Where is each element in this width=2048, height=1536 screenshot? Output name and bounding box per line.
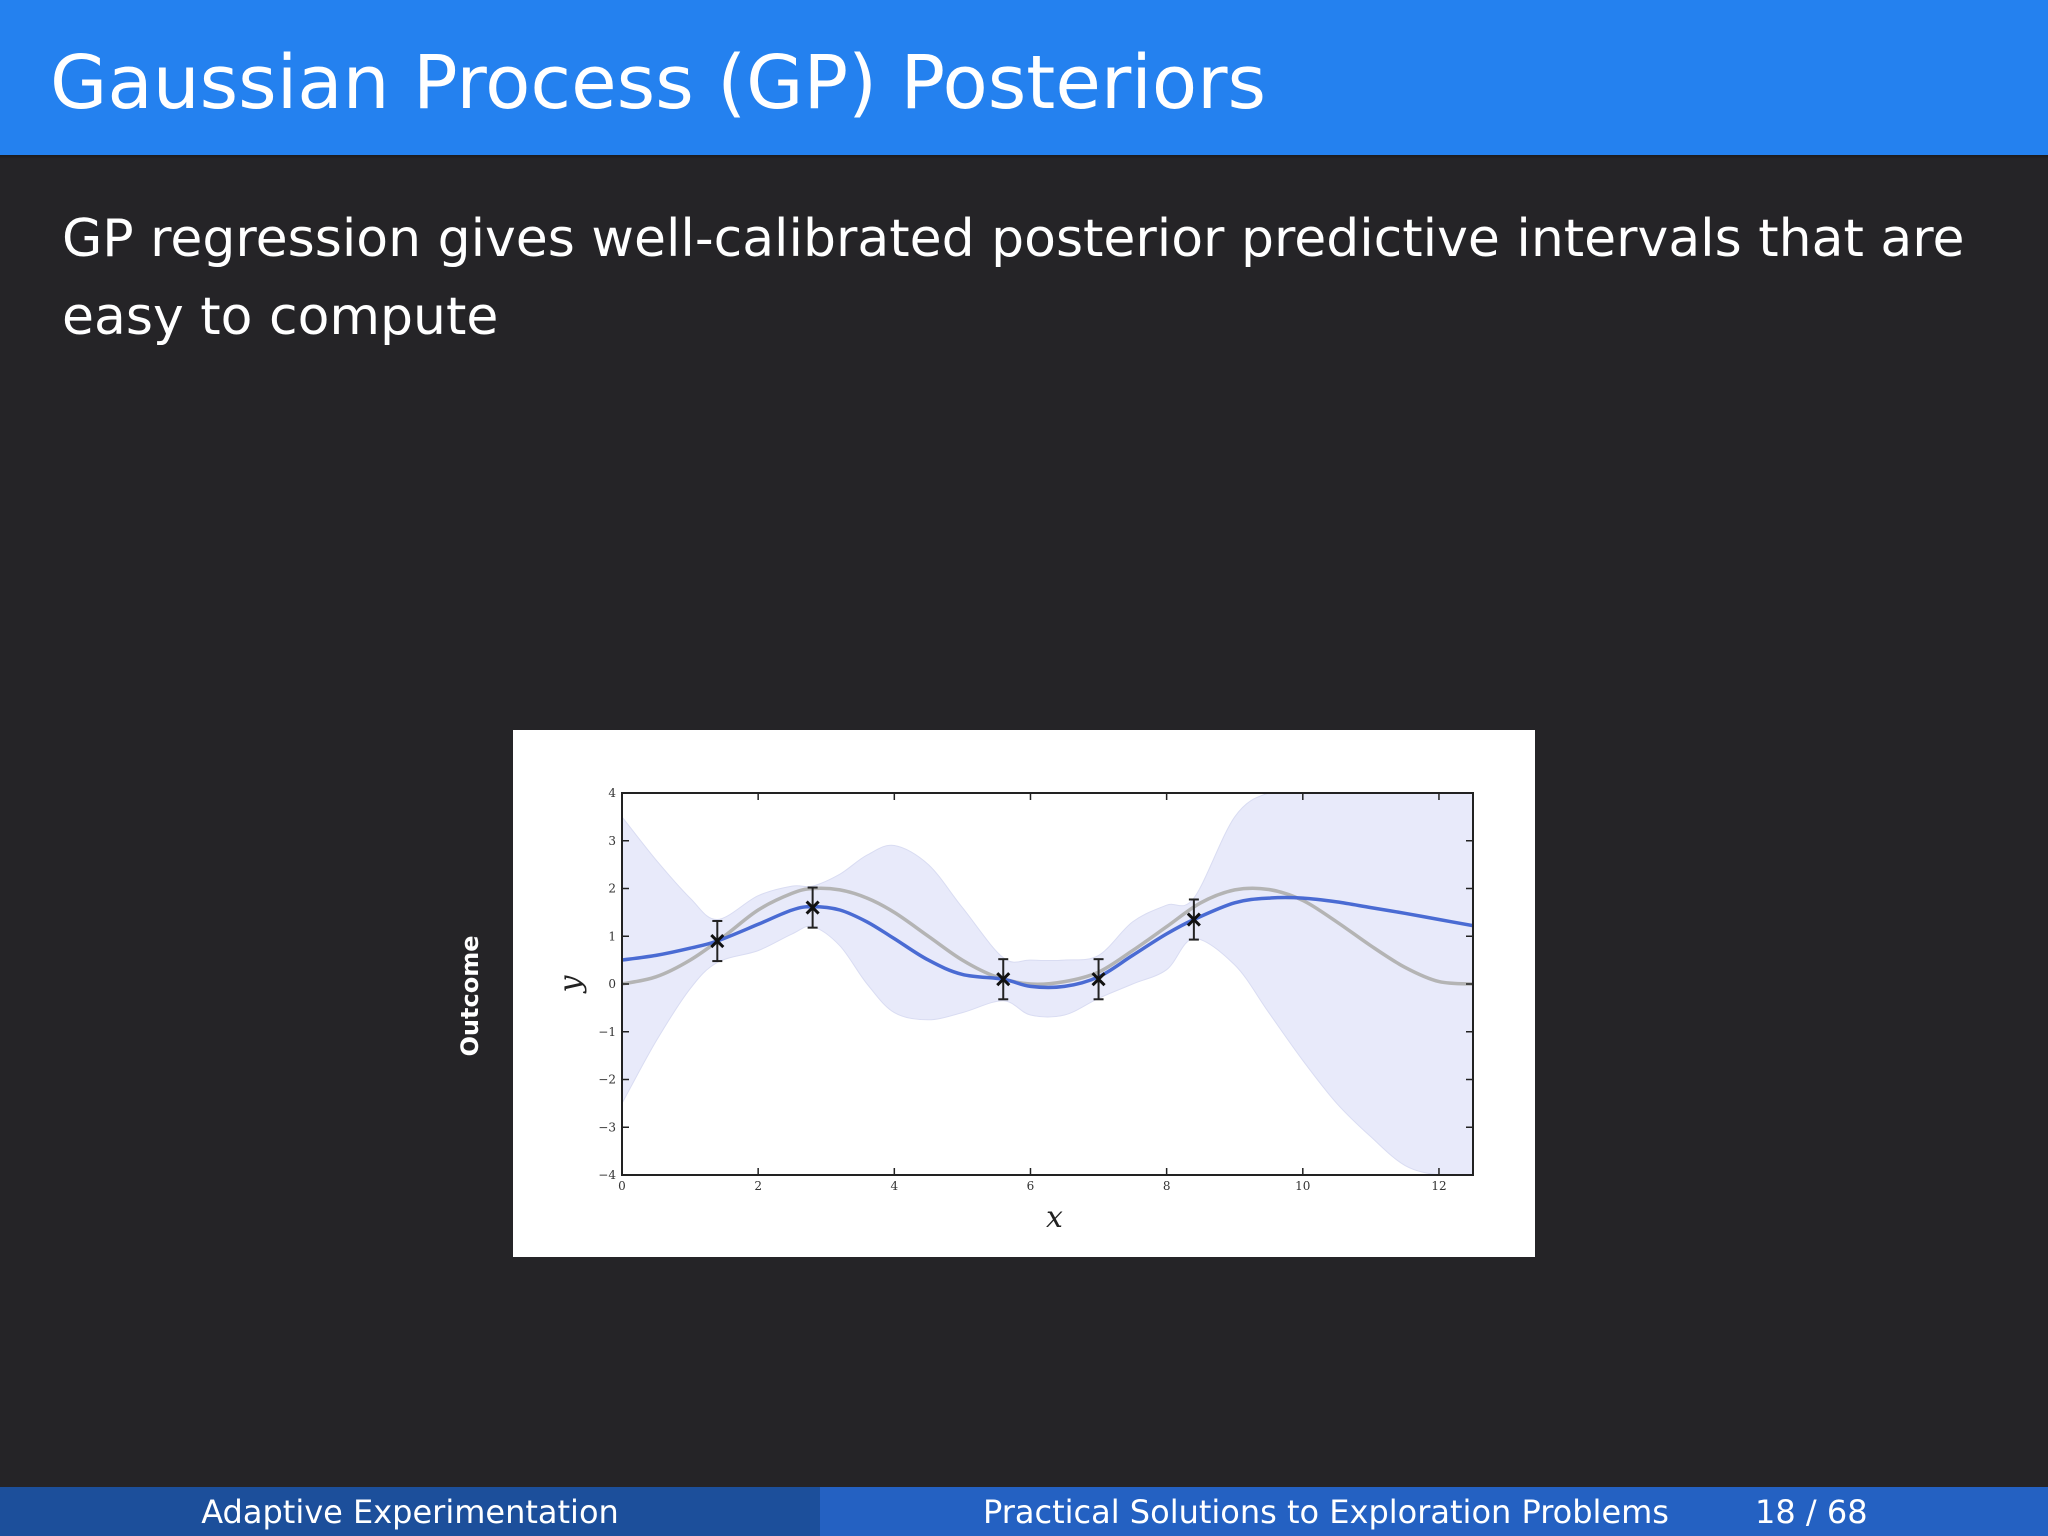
- observation-marker: [710, 933, 725, 949]
- x-tick-label: 0: [618, 1179, 626, 1193]
- page-number: 18 / 68: [1755, 1493, 1868, 1531]
- x-axis-label: x: [1046, 1200, 1063, 1235]
- y-tick-label: 4: [608, 786, 616, 800]
- observation-marker: [805, 900, 820, 915]
- y-tick-label: 0: [608, 977, 616, 991]
- gp-posterior-figure: 0 2 4 6 8 10 12 4 3 2 1 0 −1 −2 −3 −4 x y: [513, 730, 1535, 1257]
- x-tick-label: 12: [1431, 1179, 1446, 1193]
- footer-left-panel: Adaptive Experimentation: [0, 1487, 820, 1536]
- y-tick-label: 3: [608, 834, 616, 848]
- x-tick-label: 10: [1295, 1179, 1310, 1193]
- y-tick-label: 2: [608, 882, 616, 896]
- posterior-mean-line: [622, 895, 1473, 990]
- footer-right-panel: Practical Solutions to Exploration Probl…: [820, 1487, 2048, 1536]
- y-tick-label: −3: [598, 1120, 616, 1134]
- title-shadow: [0, 155, 2048, 159]
- x-tick-label: 6: [1027, 1179, 1035, 1193]
- x-tick-label: 4: [890, 1179, 898, 1193]
- x-tick-label: 2: [754, 1179, 762, 1193]
- slide-body-text: GP regression gives well-calibrated post…: [62, 209, 1965, 347]
- y-tick-label: 1: [608, 929, 616, 943]
- true-function-line: [622, 886, 1473, 986]
- observation-marker: [1091, 972, 1106, 987]
- y-axis-label: y: [553, 974, 588, 994]
- y-tick-label: −2: [598, 1073, 616, 1087]
- y-tick-label: −4: [598, 1168, 616, 1182]
- title-bar: Gaussian Process (GP) Posteriors: [0, 0, 2048, 155]
- observation-marker: [1186, 912, 1201, 927]
- footer-section-title: Practical Solutions to Exploration Probl…: [983, 1493, 1669, 1531]
- y-tick-label: −1: [598, 1025, 616, 1039]
- footer: Adaptive Experimentation Practical Solut…: [0, 1487, 2048, 1536]
- outcome-label: Outcome: [456, 935, 484, 1057]
- slide-title: Gaussian Process (GP) Posteriors: [50, 40, 1267, 126]
- x-tick-label: 8: [1163, 1179, 1171, 1193]
- footer-short-title: Adaptive Experimentation: [201, 1493, 619, 1531]
- observation-marker: [996, 972, 1011, 987]
